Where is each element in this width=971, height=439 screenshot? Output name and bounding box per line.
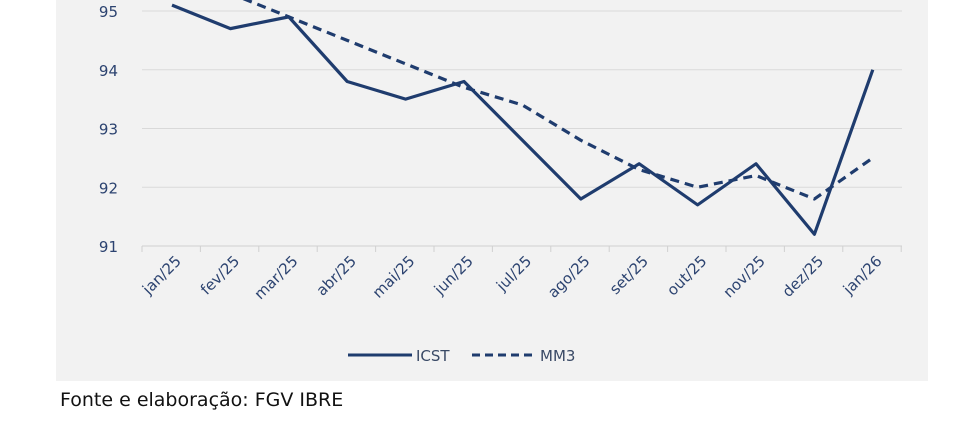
y-tick-label: 93 <box>99 121 118 139</box>
y-tick-label: 91 <box>99 238 118 256</box>
legend-icst-label: ICST <box>416 347 450 365</box>
chart-background <box>56 0 928 381</box>
legend: ICST MM3 <box>348 347 575 365</box>
y-tick-label: 92 <box>99 179 118 197</box>
source-caption: Fonte e elaboração: FGV IBRE <box>60 389 344 411</box>
y-tick-label: 95 <box>99 3 118 21</box>
series-line-mm3 <box>242 0 874 201</box>
y-tick-label: 94 <box>99 62 118 80</box>
legend-mm3-label: MM3 <box>540 347 575 365</box>
